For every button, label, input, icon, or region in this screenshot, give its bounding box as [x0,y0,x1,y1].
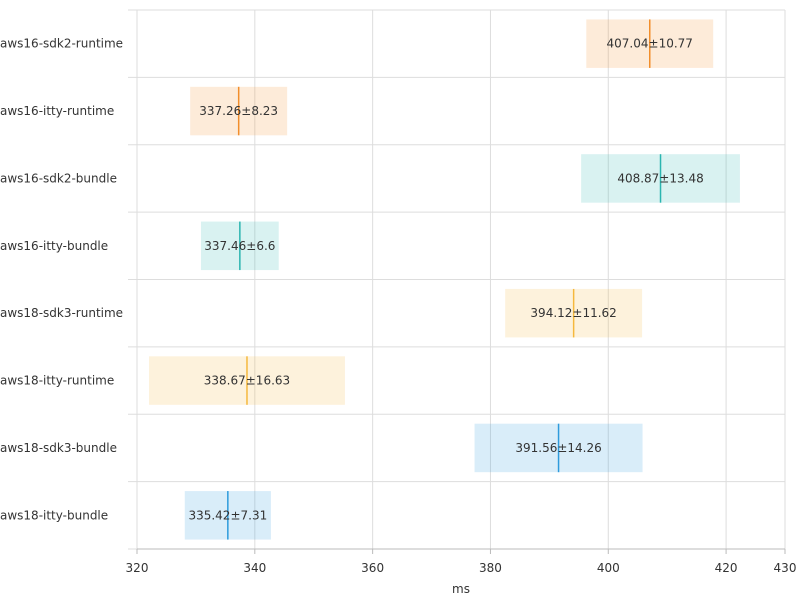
x-tick-label: 400 [597,561,620,575]
x-tick-label: 360 [361,561,384,575]
category-label: aws18-sdk3-runtime [0,306,123,320]
value-label: 391.56±14.26 [515,441,601,455]
category-label: aws16-sdk2-bundle [0,171,117,185]
bars: 407.04±10.77 337.26±8.23 408.87±13.48 337.4… [149,19,740,540]
value-label: 335.42±7.31 [188,508,267,522]
x-tick-label: 430 [774,561,797,575]
value-label: 408.87±13.48 [617,171,703,185]
value-label: 337.26±8.23 [199,104,278,118]
category-label: aws18-itty-bundle [0,508,108,522]
value-label: 407.04±10.77 [607,37,693,51]
category-labels: aws16-sdk2-runtime aws16-itty-runtime aws1… [0,37,123,523]
x-tick-label: 340 [243,561,266,575]
value-label: 338.67±16.63 [204,374,290,388]
category-label: aws16-itty-runtime [0,104,114,118]
value-label: 337.46±6.6 [204,239,275,253]
category-label: aws18-sdk3-bundle [0,441,117,455]
value-label: 394.12±11.62 [530,306,616,320]
x-tick-label: 420 [715,561,738,575]
x-axis-title: ms [452,582,470,596]
x-tick-label: 380 [479,561,502,575]
grid [128,9,786,550]
category-label: aws16-sdk2-runtime [0,37,123,51]
x-tick-label: 320 [126,561,149,575]
category-label: aws18-itty-runtime [0,374,114,388]
x-axis-ticks: 320 340 360 380 400 420 430 [126,549,797,575]
category-label: aws16-itty-bundle [0,239,108,253]
